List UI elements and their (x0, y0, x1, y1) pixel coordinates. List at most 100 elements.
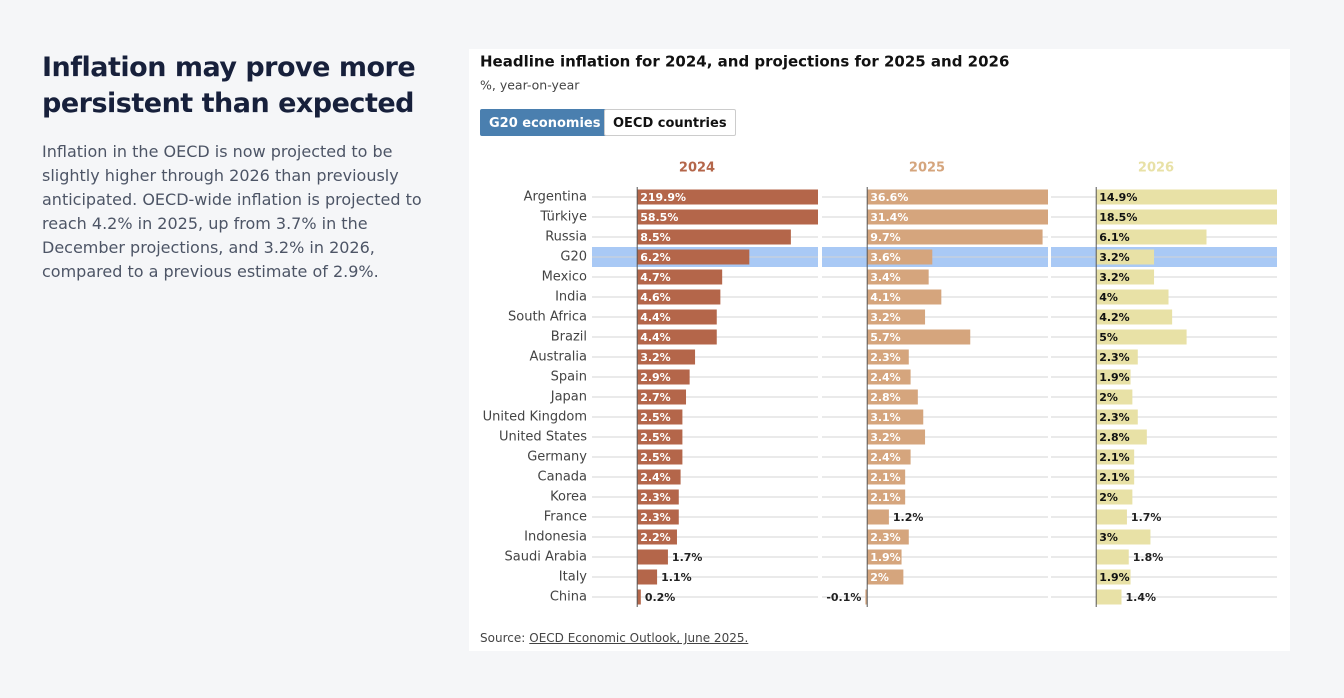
category-label: India (555, 290, 587, 305)
value-label: 3% (1099, 531, 1118, 544)
value-label: 2.3% (1099, 351, 1130, 364)
value-label: 2.8% (1099, 431, 1130, 444)
value-label: -0.1% (826, 591, 861, 604)
value-label: 3.2% (640, 351, 671, 364)
value-label: 18.5% (1099, 211, 1137, 224)
value-label: 3.2% (870, 311, 901, 324)
value-label: 1.9% (1099, 371, 1130, 384)
bar (637, 209, 818, 225)
category-label: France (544, 510, 587, 525)
bar (637, 289, 721, 305)
category-label: Spain (551, 370, 587, 385)
bar (867, 429, 926, 445)
bar (637, 189, 818, 205)
bar (867, 549, 902, 565)
bar (1096, 589, 1122, 605)
bar (867, 349, 909, 365)
value-label: 31.4% (870, 211, 908, 224)
bar (867, 469, 906, 485)
bar (637, 529, 677, 545)
bar (637, 469, 681, 485)
value-label: 2.1% (870, 491, 901, 504)
bar (867, 569, 904, 585)
bar (637, 489, 679, 505)
category-label: United States (499, 430, 587, 445)
bar (1096, 349, 1138, 365)
source-link[interactable]: OECD Economic Outlook, June 2025. (529, 631, 749, 645)
headline: Inflation may prove more persistent than… (42, 52, 416, 119)
bar (867, 509, 889, 525)
bar (1096, 189, 1277, 205)
value-label: 8.5% (640, 231, 671, 244)
bar (637, 449, 683, 465)
value-label: 2.3% (870, 531, 901, 544)
value-label: 1.7% (672, 551, 703, 564)
bar (867, 409, 924, 425)
value-label: 6.2% (640, 251, 671, 264)
category-label: South Africa (508, 310, 587, 325)
value-label: 3.4% (870, 271, 901, 284)
value-label: 2.5% (640, 431, 671, 444)
value-label: 2.3% (1099, 411, 1130, 424)
filter-button[interactable]: G20 economies (480, 109, 610, 136)
value-label: 36.6% (870, 191, 908, 204)
value-label: 219.9% (640, 191, 686, 204)
category-label: Russia (545, 230, 587, 245)
value-label: 2.7% (640, 391, 671, 404)
bar (637, 589, 641, 605)
bar (1096, 529, 1151, 545)
value-label: 2% (1099, 491, 1118, 504)
filter-button[interactable]: OECD countries (604, 109, 736, 136)
value-label: 2.3% (640, 491, 671, 504)
chart-subtitle: %, year-on-year (480, 78, 580, 93)
category-label: Australia (529, 350, 587, 365)
value-label: 4.1% (870, 291, 901, 304)
category-label: Korea (550, 490, 587, 505)
bar (637, 389, 687, 405)
bar (1096, 209, 1277, 225)
value-label: 9.7% (870, 231, 901, 244)
bar (1096, 269, 1155, 285)
category-label: Japan (550, 390, 587, 405)
bar (1096, 549, 1129, 565)
bar (1096, 569, 1131, 585)
bar (1096, 509, 1127, 525)
category-label: Brazil (551, 330, 587, 345)
bar (1096, 229, 1207, 245)
bar (637, 549, 668, 565)
bar (1096, 429, 1147, 445)
value-label: 2.2% (640, 531, 671, 544)
category-label: China (550, 590, 587, 605)
value-label: 3.2% (1099, 271, 1130, 284)
category-label: Indonesia (524, 530, 587, 545)
value-label: 2.8% (870, 391, 901, 404)
bar (867, 369, 911, 385)
bar (1096, 409, 1138, 425)
intro: Inflation may prove more persistent than… (42, 50, 437, 284)
bar (637, 349, 696, 365)
bar (867, 489, 906, 505)
value-label: 3.2% (1099, 251, 1130, 264)
bar (637, 429, 683, 445)
bar (867, 389, 918, 405)
bar (1096, 469, 1135, 485)
chart: Headline inflation for 2024, and project… (480, 53, 1277, 607)
value-label: 4.6% (640, 291, 671, 304)
value-label: 2.5% (640, 411, 671, 424)
bar (637, 409, 683, 425)
panel-title: 2026 (1138, 161, 1174, 176)
chart-card: Headline inflation for 2024, and project… (469, 49, 1290, 651)
bar (637, 329, 717, 345)
value-label: 2% (1099, 391, 1118, 404)
bar (865, 589, 868, 605)
category-label: Saudi Arabia (505, 550, 588, 565)
value-label: 2.9% (640, 371, 671, 384)
value-label: 2.1% (1099, 471, 1130, 484)
bar (867, 269, 929, 285)
category-label: Canada (538, 470, 587, 485)
value-label: 1.7% (1131, 511, 1162, 524)
body-text: Inflation in the OECD is now projected t… (42, 142, 422, 281)
value-label: 5.7% (870, 331, 901, 344)
value-label: 0.2% (645, 591, 676, 604)
bar (867, 529, 909, 545)
